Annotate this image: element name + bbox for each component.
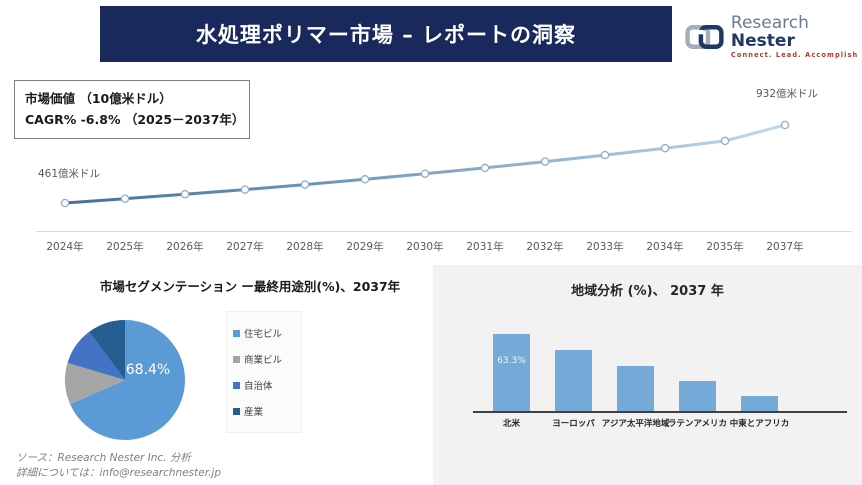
line-data-point [480,163,490,173]
pie-chart-svg [65,320,186,440]
legend-item: 商業ビル [233,352,295,366]
x-axis-tick-label: 2024年 [46,241,84,253]
bar-category-label: アジア太平洋地域 [601,419,670,429]
x-axis-tick-label: 2032年 [526,241,564,253]
line-data-point [240,185,250,194]
page-title-banner: 水処理ポリマー市場 – レポートの洞察 [100,6,672,62]
line-chart-x-labels: 2024年 2025年 2026年 2027年 2028年 2029年 2030年 2031年… [35,239,815,254]
legend-item: 産業 [233,404,295,418]
legend-swatch [233,381,240,389]
line-data-point [660,143,670,153]
legend-swatch [233,329,240,337]
source-note: ソース：Research Nester Inc. 分析 詳細については：info… [16,451,221,481]
x-axis-tick-label: 2029年 [346,241,384,253]
line-data-point [180,189,190,199]
line-data-point [600,150,610,160]
x-axis-tick-label: 2026年 [166,241,204,253]
line-last-value-label: 932億米ドル [756,88,819,100]
bar-ヨーロッパ [555,350,592,411]
line-data-point [60,198,70,208]
pie-value-label: 68.4% [125,362,171,378]
pie-slice-産業 [89,320,125,380]
source-line: ソース：Research Nester Inc. 分析 [16,452,191,464]
line-first-value-label: 461億米ドル [38,168,101,180]
x-axis-tick-label: 2035年 [706,241,744,253]
x-axis-tick-label: 2030年 [406,241,444,253]
x-axis-tick-label: 2031年 [466,241,504,253]
line-data-point [780,120,790,130]
legend-label: 自治体 [244,381,273,392]
bar-chart-title: 地域分析 (%)、 2037 年 [571,284,724,299]
legend-swatch [233,355,240,363]
brand-name-second: Nester [730,31,795,51]
bar-category-label: ヨーロッパ [552,419,595,429]
bar-ラテンアメリカ [679,380,716,411]
pie-slice-自治体 [67,331,125,380]
bar-chart-x-axis [473,411,847,413]
pie-slice-住宅ビル [70,320,186,440]
brand-name: Research Nester [731,14,862,50]
x-axis-tick-label: 2033年 [586,241,624,253]
legend-label: 商業ビル [244,355,283,366]
line-data-point [420,169,430,178]
legend-item: 自治体 [233,378,295,392]
brand-tagline: Connect. Lead. Accomplish [730,51,859,59]
region-analysis-panel: 地域分析 (%)、 2037 年 63.3% 北米 ヨーロッパ アジア太平洋地域 ラテン… [433,265,862,485]
pie-slice-商業ビル [65,362,125,405]
bar-アジア太平洋地域 [617,365,654,411]
pie-legend: 住宅ビル商業ビル自治体産業 [226,311,302,433]
brand-logo: Research Nester Connect. Lead. Accomplis… [684,14,862,59]
bar-北米: 63.3% [493,334,530,411]
line-data-point [300,180,310,189]
line-chart-svg [60,120,790,208]
legend-item: 住宅ビル [233,326,295,340]
bar-category-label: ラテンアメリカ [667,419,728,429]
brand-name-first: Research [730,13,809,33]
bar-value-label: 63.3% [497,356,526,366]
legend-label: 住宅ビル [244,329,283,340]
bar-chart-area: 63.3% 北米 ヨーロッパ アジア太平洋地域 ラテンアメリカ 中東とアフリカ [433,265,862,485]
x-axis-tick-label: 2037年 [766,241,804,253]
legend-swatch [233,407,240,415]
line-data-point [720,136,730,146]
bar-中東とアフリカ [741,396,778,411]
line-data-point [120,194,130,203]
bar-category-label: 中東とアフリカ [729,419,790,429]
x-axis-tick-label: 2027年 [226,241,264,253]
logo-icon [685,24,724,49]
legend-label: 産業 [244,407,264,418]
page-title: 水処理ポリマー市場 – レポートの洞察 [195,23,577,47]
line-data-point [360,175,370,184]
market-value-box: 市場価値 （10億米ドル） CAGR% -6.8% （2025－2037年） [14,80,250,139]
bar-category-label: 北米 [502,419,520,429]
cagr-line: CAGR% -6.8% （2025－2037年） [25,112,245,127]
pie-chart-title: 市場セグメンテーション ー最終用途別(%)、2037年 [99,279,401,294]
x-axis-tick-label: 2034年 [646,241,684,253]
logo-text: Research Nester Connect. Lead. Accomplis… [731,14,862,59]
contact-line: 詳細については：info@researchnester.jp [16,467,221,479]
market-value-title: 市場価値 （10億米ドル） [25,91,172,106]
line-data-point [540,157,550,166]
x-axis-tick-label: 2028年 [286,241,324,253]
x-axis-tick-label: 2025年 [106,241,144,253]
line-chart-x-axis [36,231,852,232]
